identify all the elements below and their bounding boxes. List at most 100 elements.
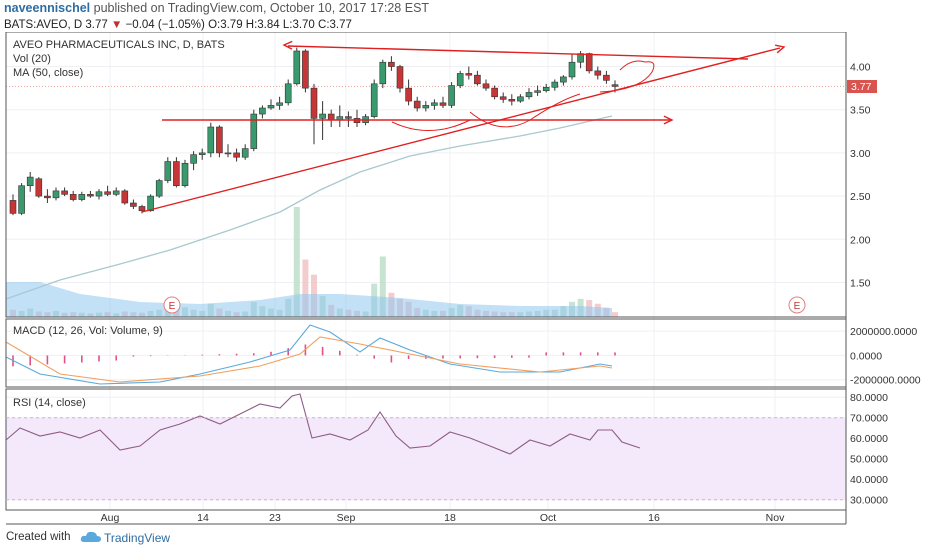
macd-tick-label: 0.0000 [850, 350, 882, 362]
author-name[interactable]: naveennischel [4, 1, 91, 15]
time-tick-label: Sep [337, 512, 356, 524]
rsi-tick-label: 70.0000 [850, 413, 888, 425]
candle-body [130, 202, 137, 207]
candle-body [379, 61, 387, 85]
time-tick-label: Nov [766, 512, 785, 524]
price-tick-label: 3.50 [850, 105, 871, 117]
candle-body [474, 74, 481, 85]
legend-rsi: RSI (14, close) [13, 397, 86, 409]
publish-line: naveennischel published on TradingView.c… [4, 0, 932, 17]
time-tick-label: 16 [648, 512, 660, 524]
support-trendline [141, 47, 781, 213]
cup-curve-2 [469, 93, 581, 128]
candle-body [18, 185, 25, 214]
ma50-line [5, 115, 613, 300]
price-tick-label: 2.50 [850, 191, 871, 203]
candle-body [104, 191, 111, 195]
legend-title: AVEO PHARMACEUTICALS INC, D, BATS [13, 39, 225, 51]
cup-curve-1 [391, 119, 471, 131]
time-tick-label: Aug [101, 512, 120, 524]
candle-body [155, 180, 163, 197]
last-price: 3.77 [85, 19, 108, 31]
candle-body [319, 113, 326, 119]
candle-body [69, 194, 77, 200]
price-tick-label: 1.50 [850, 277, 871, 289]
candle-body [61, 190, 68, 195]
candle-body [388, 61, 395, 67]
candle-body [302, 50, 309, 89]
created-with-text: Created with [6, 531, 71, 543]
time-tick-label: 14 [197, 512, 209, 524]
volume-bar [302, 259, 309, 317]
candle-body [26, 176, 34, 187]
candlesticks [9, 47, 619, 216]
symbol-label: BATS:AVEO, D [4, 19, 83, 31]
candle-body [276, 102, 283, 106]
earnings-marker-nov-label: E [794, 301, 801, 312]
candle-body [44, 195, 51, 199]
time-tick-label: Oct [540, 512, 556, 524]
candle-body [87, 194, 94, 197]
candle-body [9, 200, 17, 214]
earnings-marker-aug[interactable]: E [163, 296, 181, 314]
rsi-tick-label: 30.0000 [850, 495, 888, 507]
price-tick-label: 2.00 [850, 234, 871, 246]
earnings-marker-aug-label: E [169, 301, 176, 312]
candle-body [465, 73, 473, 76]
candle-body [190, 154, 197, 164]
volume-bar [612, 312, 618, 317]
volume-bar [379, 256, 386, 317]
candle-body [482, 83, 490, 89]
last-price-badge: 3.77 [847, 80, 877, 93]
candle-body [448, 85, 455, 106]
earnings-marker-nov[interactable]: E [788, 296, 806, 314]
trend-annotations [141, 40, 786, 213]
legend-macd: MACD (12, 26, Vol: Volume, 9) [13, 325, 163, 337]
macd-lines [5, 324, 613, 385]
chart-canvas[interactable]: 4.00 3.50 3.00 2.50 2.00 1.50 2000000.0000 0.00… [0, 32, 932, 526]
candle-body [173, 161, 180, 187]
candle-body [52, 190, 60, 199]
candle-body [181, 162, 189, 187]
candle-body [525, 92, 533, 98]
candle-body [164, 161, 172, 181]
candle-body [431, 102, 438, 106]
rsi-line [5, 393, 641, 455]
candle-body [594, 70, 602, 76]
candle-body [517, 96, 524, 102]
macd-tick-label: -2000000.0000 [850, 375, 921, 387]
candle-body [611, 84, 619, 87]
time-axis: Aug 14 23 Sep 18 Oct 16 Nov [101, 512, 785, 524]
pane-frame-0 [5, 32, 847, 318]
rsi-tick-label: 80.0000 [850, 392, 888, 404]
resistance-arrowhead [282, 40, 293, 50]
candle-body [112, 190, 120, 195]
time-tick-label: 18 [444, 512, 456, 524]
handle-curve [599, 61, 655, 93]
candle-body [370, 83, 378, 117]
candle-body [456, 73, 464, 86]
candle-body [95, 191, 103, 197]
pane-frames [5, 32, 847, 525]
horizontal-arrowhead [663, 115, 674, 125]
candle-body [198, 152, 206, 155]
candle-body [35, 178, 43, 197]
candle-body [207, 126, 215, 154]
volume-ma-fill [6, 282, 612, 317]
rsi-path [5, 393, 641, 455]
candle-body [413, 100, 421, 109]
candle-body [542, 86, 550, 92]
rsi-tick-label: 60.0000 [850, 433, 888, 445]
tradingview-brand[interactable]: TradingView [104, 531, 171, 545]
candle-body [259, 107, 266, 115]
macd-tick-label: 2000000.0000 [850, 326, 917, 338]
candle-body [396, 66, 404, 89]
candle-body [147, 195, 154, 212]
candle-body [284, 83, 292, 104]
signal-line [5, 336, 613, 383]
candle-body [267, 105, 275, 109]
down-arrow-icon: ▼ [110, 19, 123, 31]
support-arrowhead [775, 44, 786, 54]
last-price-badge-text: 3.77 [851, 81, 872, 93]
candle-body [491, 87, 498, 98]
